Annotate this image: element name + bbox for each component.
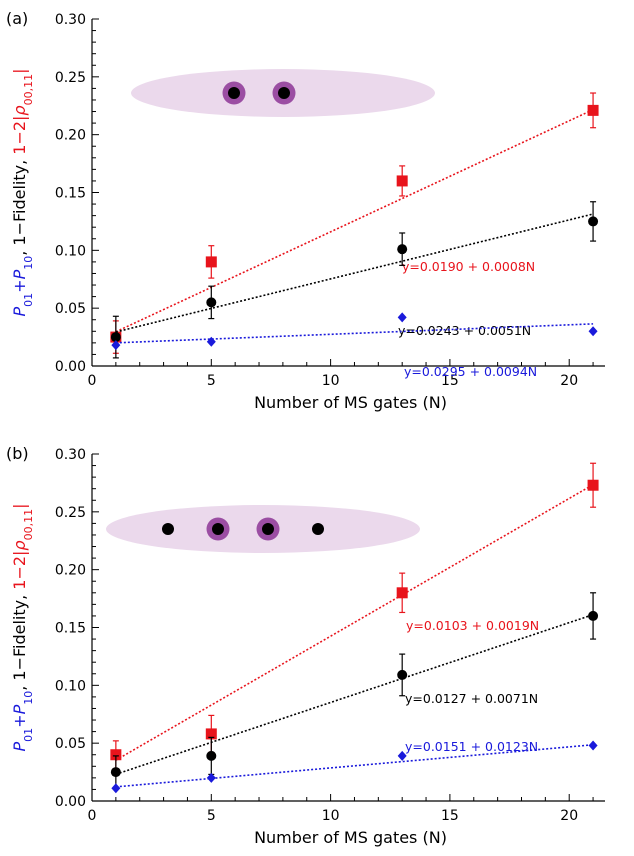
data-point-blue: [111, 783, 121, 794]
fit-equation-red: y=0.0103 + 0.0019N: [406, 618, 539, 633]
y-axis-label-part: 10: [22, 691, 35, 705]
fit-equation-blue: y=0.0295 + 0.0094N: [404, 364, 537, 379]
x-tick-label: 10: [322, 808, 340, 824]
data-point-black: [206, 297, 217, 308]
x-tick-label: 20: [560, 373, 578, 389]
data-point-black: [110, 332, 121, 343]
x-axis-label: Number of MS gates (N): [254, 828, 447, 847]
fit-equation-black: y=0.0127 + 0.0071N: [405, 691, 538, 706]
y-tick-label: 0.15: [55, 621, 86, 637]
data-point-black: [588, 216, 599, 227]
y-axis-label-part: 00,11: [22, 74, 35, 106]
y-axis-label-part: P: [10, 269, 29, 279]
panel-a: 0.00 0.05 0.10 0.15 0.20 0.25 0.30 0 5 10 15 20 Numb…: [6, 9, 605, 412]
data-point-red: [205, 728, 217, 740]
y-axis-label-part: 1−2|: [10, 116, 29, 155]
y-tick-label: 0.10: [55, 243, 86, 259]
fit-line-black: [115, 213, 594, 333]
y-axis-label-part: 00,11: [22, 509, 35, 541]
y-axis-label-part: 01: [22, 293, 35, 307]
x-tick-label: 0: [88, 373, 97, 389]
y-tick-label: 0.20: [55, 128, 86, 144]
y-axis-label: P01+P10, 1−Fidelity, 1−2|ρ00,11|: [10, 504, 35, 752]
data-point-blue: [111, 340, 121, 351]
highlighted-ion: [228, 87, 240, 99]
x-tick-label: 5: [207, 808, 216, 824]
data-point-blue: [397, 312, 407, 323]
y-axis-label: P01+P10, 1−Fidelity, 1−2|ρ00,11|: [10, 69, 35, 317]
data-point-blue: [206, 772, 216, 783]
highlighted-ion: [212, 523, 224, 535]
highlighted-ion: [262, 523, 274, 535]
data-point-blue: [588, 740, 598, 751]
data-point-blue: [397, 750, 407, 761]
panel-label: (a): [6, 9, 28, 28]
y-axis-label-part: |: [10, 504, 29, 509]
data-point-black: [588, 610, 599, 621]
fit-equation-red: y=0.0190 + 0.0008N: [402, 259, 535, 274]
data-point-blue: [206, 336, 216, 347]
y-tick-label: 0.10: [55, 678, 86, 694]
y-tick-label: 0.15: [55, 186, 86, 202]
y-tick-label: 0.30: [55, 12, 86, 28]
highlighted-ion: [278, 87, 290, 99]
fit-equation-black: y=0.0243 + 0.0051N: [398, 323, 531, 338]
y-axis-label-part: , 1−Fidelity,: [10, 155, 29, 256]
y-tick-label: 0.00: [55, 794, 86, 810]
data-point-black: [110, 767, 121, 778]
x-tick-label: 20: [560, 808, 578, 824]
data-point-red: [110, 749, 122, 761]
y-axis-label-part: P: [10, 306, 29, 316]
y-tick-label: 0.00: [55, 359, 86, 375]
fit-line-blue: [115, 323, 594, 344]
x-tick-label: 15: [441, 373, 459, 389]
x-tick-label: 5: [207, 373, 216, 389]
data-point-red: [396, 175, 408, 187]
ion: [312, 523, 324, 535]
ion: [162, 523, 174, 535]
x-tick-label: 15: [441, 808, 459, 824]
y-axis-label-part: 01: [22, 728, 35, 742]
y-axis-label-part: 1−2|: [10, 551, 29, 590]
x-tick-label: 0: [88, 808, 97, 824]
y-tick-label: 0.25: [55, 70, 86, 86]
y-tick-label: 0.05: [55, 301, 86, 317]
y-axis-label-part: |: [10, 69, 29, 74]
data-point-black: [397, 669, 408, 680]
data-point-black: [397, 244, 408, 255]
data-point-red: [205, 256, 217, 268]
y-axis-label-part: +: [10, 279, 29, 292]
y-axis-label-part: , 1−Fidelity,: [10, 590, 29, 691]
y-axis-label-part: 10: [22, 256, 35, 270]
x-axis-label: Number of MS gates (N): [254, 393, 447, 412]
y-axis-label-part: ρ: [10, 105, 29, 115]
data-point-blue: [588, 326, 598, 337]
data-point-red: [587, 104, 599, 116]
panel-label: (b): [6, 444, 29, 463]
y-tick-label: 0.25: [55, 505, 86, 521]
y-axis-label-part: P: [10, 741, 29, 751]
y-tick-label: 0.05: [55, 736, 86, 752]
panel-b: 0.00 0.05 0.10 0.15 0.20 0.25 0.30 0 5 10 15 20 Numb…: [6, 444, 605, 847]
data-point-black: [206, 750, 217, 761]
y-tick-label: 0.20: [55, 563, 86, 579]
x-tick-label: 10: [322, 373, 340, 389]
y-tick-label: 0.30: [55, 447, 86, 463]
fit-equation-blue: y=0.0151 + 0.0123N: [405, 739, 538, 754]
y-axis-label-part: P: [10, 704, 29, 714]
data-point-red: [396, 587, 408, 599]
y-axis-label-part: ρ: [10, 540, 29, 550]
data-point-red: [587, 479, 599, 491]
y-axis-label-part: +: [10, 714, 29, 727]
fit-line-red: [115, 108, 594, 333]
